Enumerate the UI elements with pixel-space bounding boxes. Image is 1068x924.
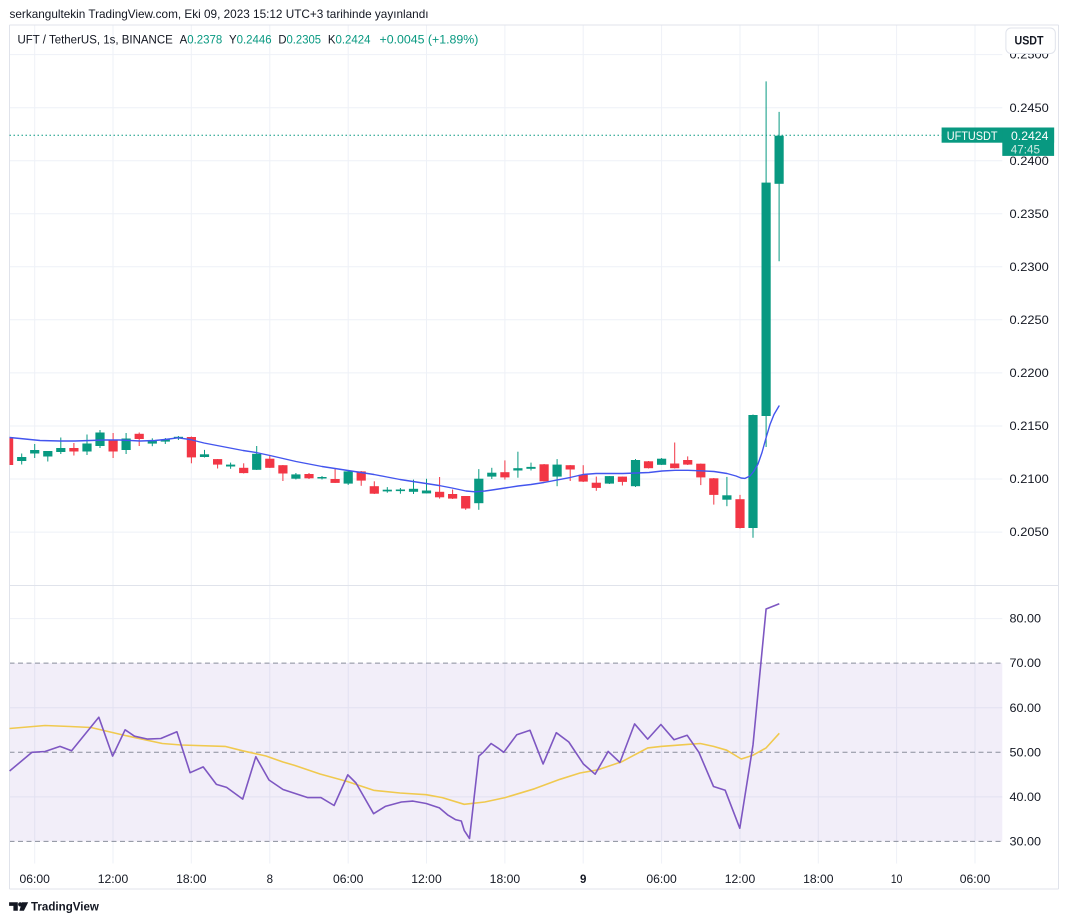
svg-text:0.2450: 0.2450 [1010, 103, 1049, 115]
svg-text:18:00: 18:00 [176, 874, 206, 886]
svg-text:UFTUSDT: UFTUSDT [947, 129, 998, 143]
svg-text:12:00: 12:00 [411, 874, 441, 886]
svg-text:06:00: 06:00 [333, 874, 363, 886]
svg-text:30.00: 30.00 [1010, 837, 1042, 849]
svg-text:12:00: 12:00 [98, 874, 128, 886]
svg-text:A0.2378: A0.2378 [180, 32, 223, 46]
svg-text:0.2050: 0.2050 [1010, 527, 1049, 539]
svg-text:0.2250: 0.2250 [1010, 315, 1049, 327]
svg-text:8: 8 [267, 874, 273, 886]
svg-text:06:00: 06:00 [960, 874, 990, 886]
svg-text:47:45: 47:45 [1011, 143, 1041, 157]
svg-text:0.2200: 0.2200 [1010, 368, 1049, 380]
svg-text:9: 9 [580, 874, 586, 886]
svg-text:50.00: 50.00 [1010, 747, 1042, 759]
svg-text:K0.2424: K0.2424 [328, 32, 371, 46]
svg-text:D0.2305: D0.2305 [278, 32, 321, 46]
svg-text:06:00: 06:00 [20, 874, 50, 886]
svg-text:18:00: 18:00 [490, 874, 520, 886]
svg-text:USDT: USDT [1015, 36, 1044, 48]
svg-text:serkangultekin TradingView.com: serkangultekin TradingView.com, Eki 09, … [10, 7, 429, 21]
svg-text:70.00: 70.00 [1010, 658, 1042, 670]
svg-text:0.2424: 0.2424 [1011, 129, 1049, 143]
svg-text:40.00: 40.00 [1010, 792, 1042, 804]
svg-text:60.00: 60.00 [1010, 703, 1042, 715]
svg-text:0.2400: 0.2400 [1010, 156, 1049, 168]
svg-text:+0.0045 (+1.89%): +0.0045 (+1.89%) [380, 32, 479, 46]
svg-text:80.00: 80.00 [1010, 614, 1042, 626]
svg-text:0.2300: 0.2300 [1010, 262, 1049, 274]
svg-text:TradingView: TradingView [31, 900, 100, 913]
svg-text:0.2350: 0.2350 [1010, 209, 1049, 221]
svg-text:0.2100: 0.2100 [1010, 474, 1049, 486]
svg-text:10: 10 [891, 874, 903, 886]
svg-text:12:00: 12:00 [725, 874, 755, 886]
svg-text:UFT / TetherUS, 1s, BINANCE: UFT / TetherUS, 1s, BINANCE [18, 32, 173, 46]
svg-text:06:00: 06:00 [646, 874, 676, 886]
svg-text:Y0.2446: Y0.2446 [229, 32, 272, 46]
svg-text:18:00: 18:00 [803, 874, 833, 886]
svg-text:0.2150: 0.2150 [1010, 421, 1049, 433]
